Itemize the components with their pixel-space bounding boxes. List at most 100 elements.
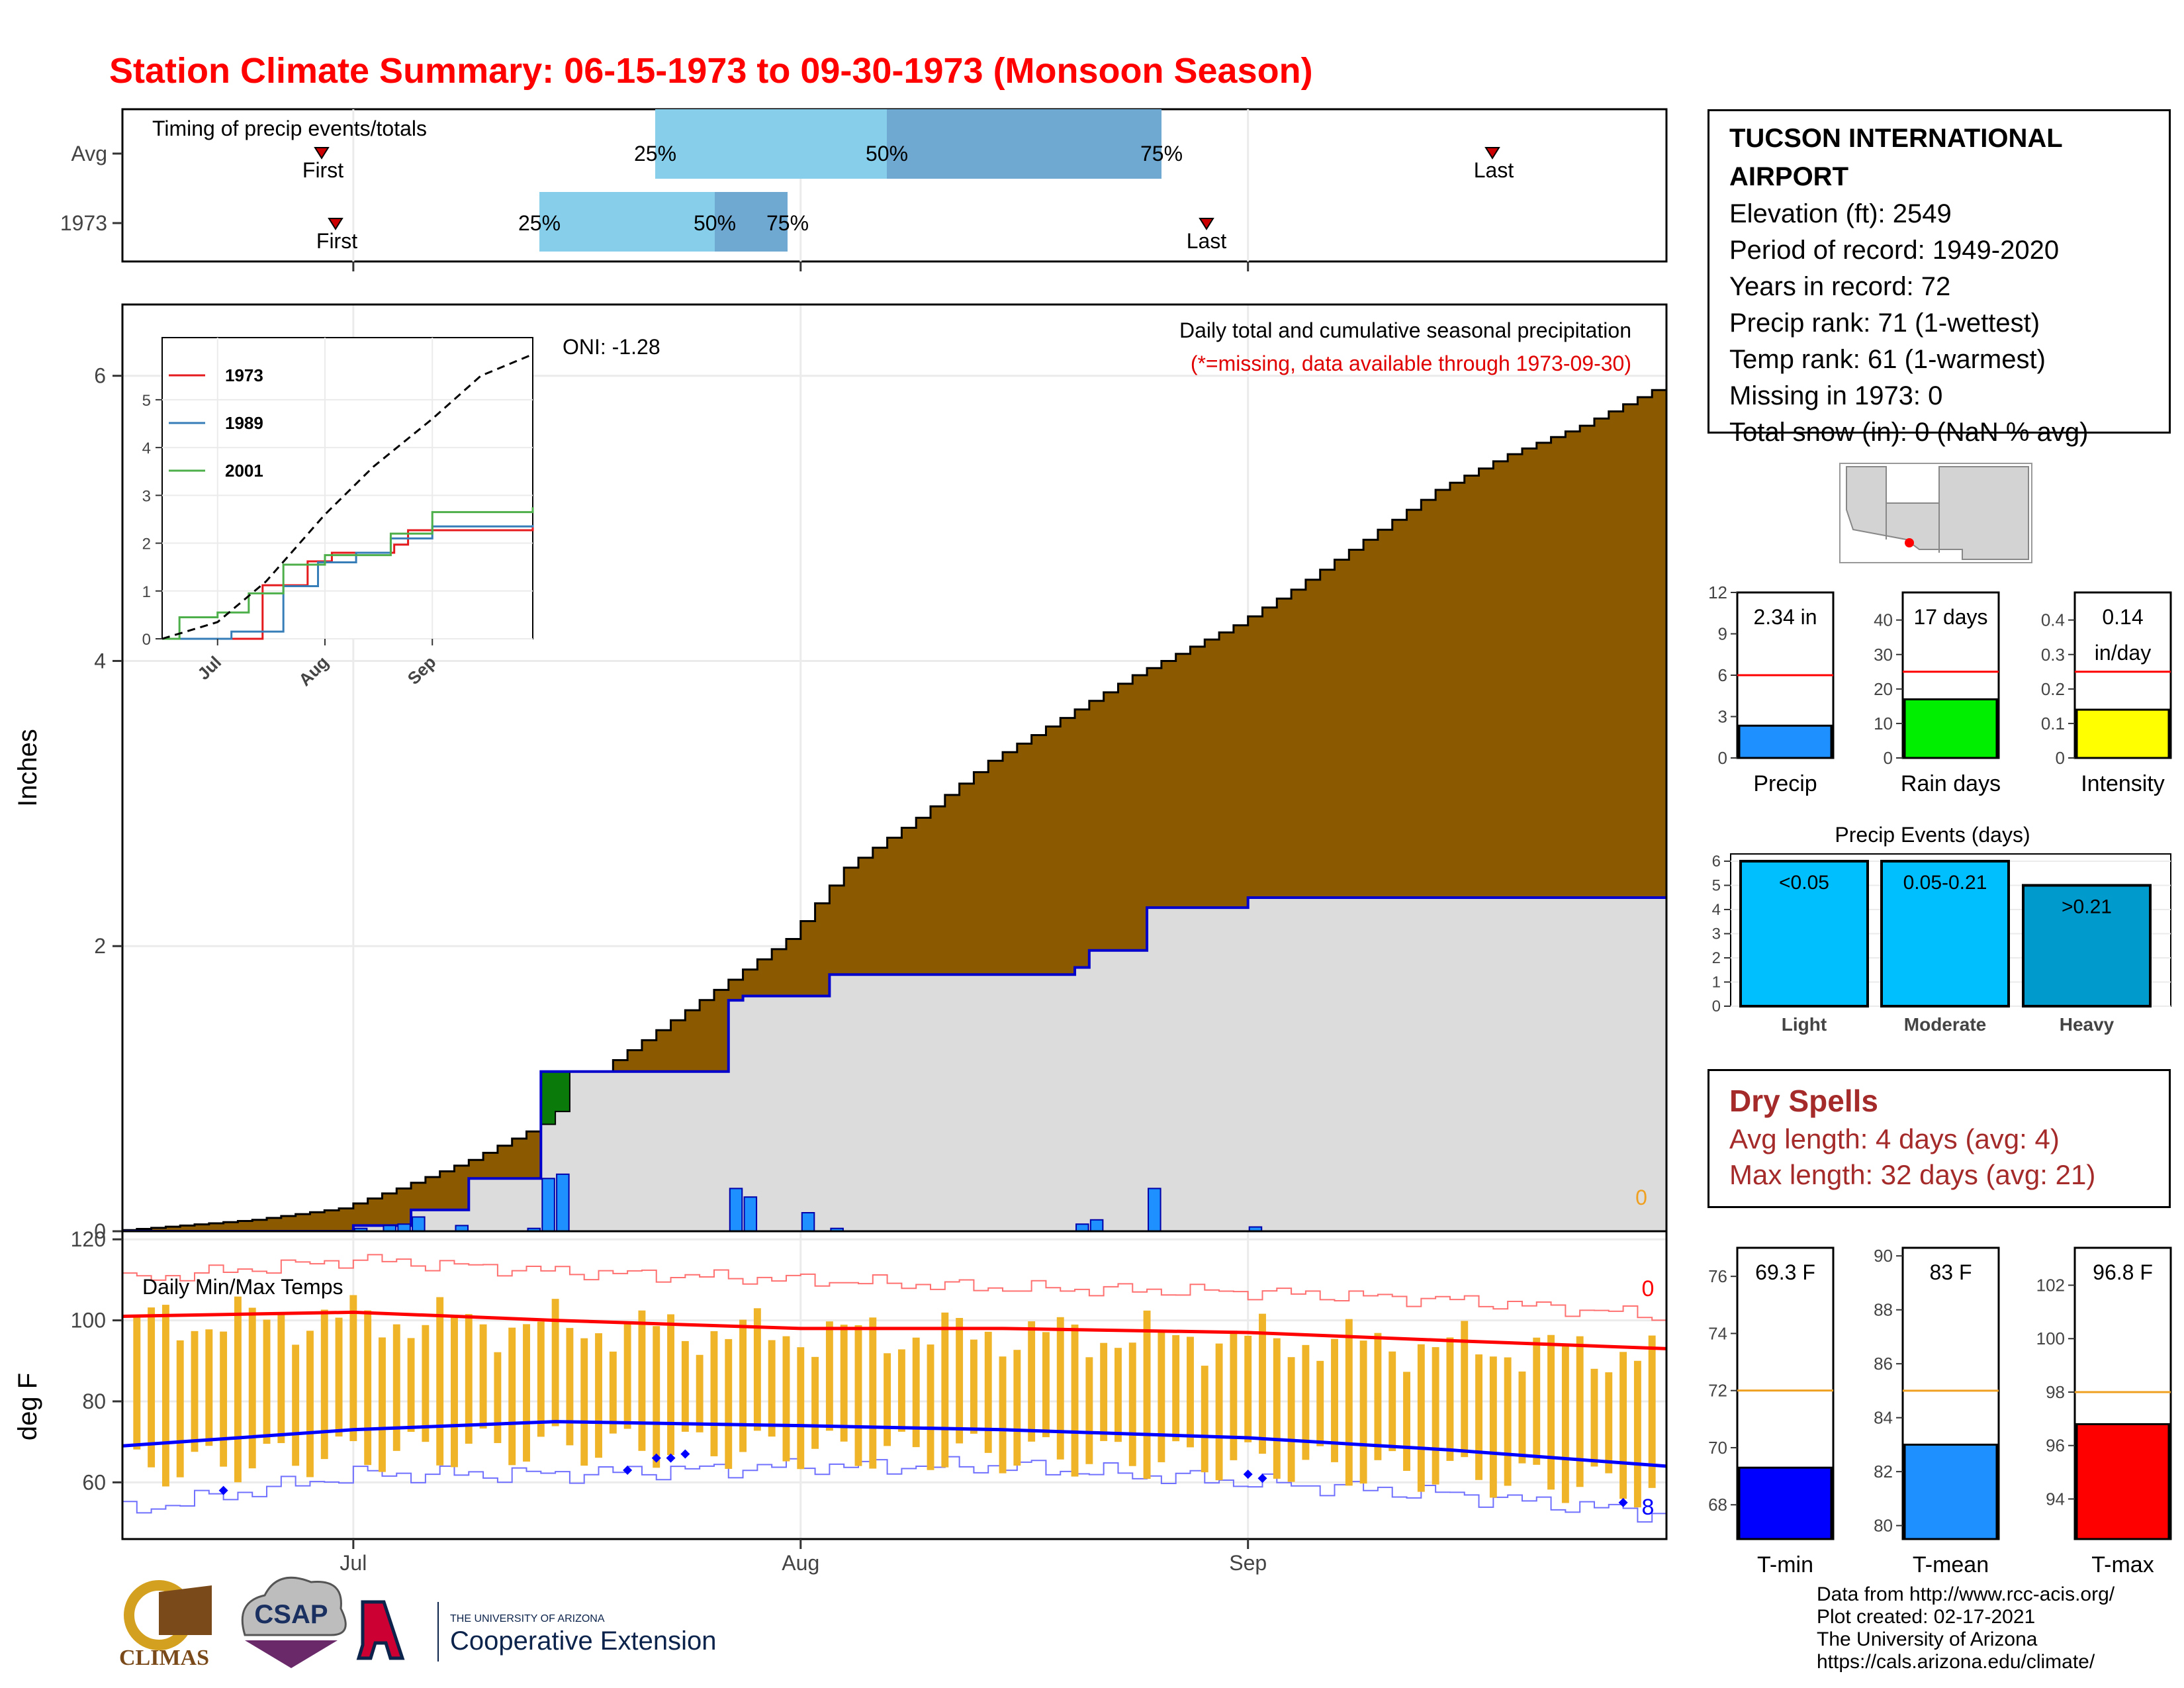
daily-temp-bar — [234, 1296, 242, 1483]
daily-temp-bar — [825, 1321, 833, 1431]
mini-chart-label: Rain days — [1901, 771, 2001, 796]
mini-value-bar — [1903, 698, 1998, 759]
daily-temp-bar — [681, 1340, 689, 1432]
daily-temp-bar — [1648, 1335, 1656, 1488]
station-precip-rank: Precip rank: 71 (1-wettest) — [1729, 308, 2040, 338]
daily-temp-bar — [451, 1317, 458, 1468]
daily-temp-bar — [999, 1356, 1007, 1474]
mini-chart-label: T-max — [2091, 1552, 2154, 1577]
temp-chart-t-mean: 80 82 84 86 88 90 83 F T-mean — [1874, 1246, 2000, 1577]
daily-temp-bar — [306, 1331, 314, 1477]
temp-bar-charts: 68 70 72 74 76 69.3 F T-min 80 82 84 86 88 90 83 F T-m… — [1708, 1246, 2172, 1577]
events-ytick-label: 1 — [1712, 973, 1721, 991]
record-low-marker — [1618, 1497, 1628, 1507]
record-low-marker — [680, 1449, 690, 1459]
daily-temp-bar — [1359, 1340, 1367, 1484]
daily-temp-bar — [984, 1331, 992, 1453]
daily-temp-bar — [436, 1297, 444, 1466]
mini-ytick-label: 86 — [1874, 1354, 1893, 1374]
daily-temp-bar — [1128, 1342, 1136, 1466]
credits: Data from http://www.rcc-acis.org/ Plot … — [1817, 1583, 2115, 1673]
daily-precip-bar — [556, 1173, 570, 1233]
temp-ytick-label: 60 — [82, 1470, 106, 1494]
mini-ytick-label: 88 — [1874, 1300, 1893, 1320]
timing-panel: Timing of precip events/totals Avg 1973 … — [60, 108, 1668, 271]
events-ytick-label: 5 — [1712, 876, 1721, 894]
year-p25-label: 25% — [518, 211, 561, 235]
daily-temp-bar — [1374, 1333, 1382, 1460]
mini-ytick-label: 82 — [1874, 1462, 1893, 1481]
mini-chart-label: T-min — [1757, 1552, 1813, 1577]
avg-25-50-bar — [655, 109, 887, 179]
temp-panel-frame — [121, 1230, 1668, 1540]
avg-50-75-bar — [887, 109, 1161, 179]
daily-temp-bar — [292, 1344, 300, 1466]
mini-value-text: 2.34 in — [1753, 605, 1817, 629]
mini-ytick-label: 10 — [1874, 714, 1893, 733]
avg-p75-label: 75% — [1140, 142, 1183, 165]
mini-value-bar — [1738, 1466, 1833, 1540]
daily-temp-bar — [1547, 1335, 1555, 1490]
events-ytick-label: 6 — [1712, 853, 1721, 870]
temp-chart-t-max: 94 96 98 100 102 96.8 F T-max — [2036, 1246, 2172, 1577]
events-bar-range: 0.05-0.21 — [1903, 872, 1987, 894]
daily-temp-bar — [1403, 1372, 1410, 1471]
credit-line: Plot created: 02-17-2021 — [1817, 1606, 2036, 1628]
daily-temp-bar — [609, 1351, 617, 1434]
timing-title: Timing of precip events/totals — [152, 117, 427, 140]
climas-logo-text: CLIMAS — [119, 1646, 209, 1670]
events-bar-label: Heavy — [2060, 1014, 2115, 1035]
year-last-marker — [1199, 218, 1214, 230]
tmin-record-line — [122, 1456, 1667, 1523]
daily-temp-bar — [1302, 1344, 1310, 1460]
daily-temp-bar — [623, 1323, 631, 1429]
daily-temp-bar — [1230, 1331, 1238, 1460]
inset-legend-label: 2001 — [225, 461, 263, 481]
daily-temp-bar — [1475, 1354, 1483, 1480]
daily-temp-bar — [1215, 1343, 1223, 1481]
avg-last-marker — [1484, 147, 1500, 160]
daily-temp-bar — [1143, 1310, 1151, 1479]
mini-ytick-label: 68 — [1708, 1495, 1727, 1515]
daily-temp-bar — [537, 1321, 545, 1437]
station-temp-rank: Temp rank: 61 (1-warmest) — [1729, 345, 2046, 374]
temp-title: Daily Min/Max Temps — [142, 1275, 343, 1299]
mini-ytick-label: 72 — [1708, 1381, 1727, 1401]
daily-temp-bar — [595, 1333, 602, 1458]
inset-ytick-label: 1 — [142, 583, 151, 601]
daily-precip-bar — [412, 1216, 426, 1233]
daily-temp-bar — [422, 1325, 430, 1442]
daily-temp-bar — [320, 1309, 328, 1460]
record-low-marker — [1243, 1470, 1253, 1479]
daily-temp-bar — [956, 1317, 964, 1444]
daily-temp-bar — [782, 1336, 790, 1462]
inset-legend-label: 1989 — [225, 413, 263, 433]
avg-first-label: First — [302, 158, 343, 182]
station-missing: Missing in 1973: 0 — [1729, 381, 1943, 410]
temp-xtick-label: Jul — [340, 1551, 367, 1575]
events-bar — [1739, 859, 1869, 1008]
daily-temp-bar — [840, 1325, 848, 1442]
region-map-shape — [1846, 466, 2029, 560]
daily-temp-bar — [248, 1307, 256, 1469]
tmax-average-line — [122, 1310, 1667, 1350]
mini-ytick-label: 100 — [2036, 1329, 2065, 1348]
station-info-box: TUCSON INTERNATIONAL AIRPORT Elevation (… — [1707, 109, 2171, 447]
daily-temp-bar — [1331, 1338, 1338, 1462]
daily-temp-bar — [1013, 1350, 1021, 1466]
daily-temp-bar — [349, 1295, 357, 1442]
record-low-marker — [1257, 1474, 1267, 1483]
mini-ytick-label: 0.1 — [2041, 714, 2065, 733]
daily-temp-bar — [1042, 1332, 1050, 1438]
daily-temp-bar — [1533, 1337, 1541, 1465]
station-location-dot — [1905, 538, 1914, 547]
daily-temp-bar — [1100, 1342, 1108, 1441]
precip-panel: 0 2 4 6 Inches Daily total and cumulative s… — [13, 303, 1668, 1243]
mini-ytick-label: 70 — [1708, 1438, 1727, 1458]
inset-average-line — [161, 353, 533, 640]
daily-temp-bar — [1417, 1344, 1425, 1492]
dry-spells-max: Max length: 32 days (avg: 21) — [1729, 1159, 2096, 1190]
figure-title: Station Climate Summary: 06-15-1973 to 0… — [109, 51, 1313, 91]
daily-temp-bar — [725, 1338, 733, 1469]
